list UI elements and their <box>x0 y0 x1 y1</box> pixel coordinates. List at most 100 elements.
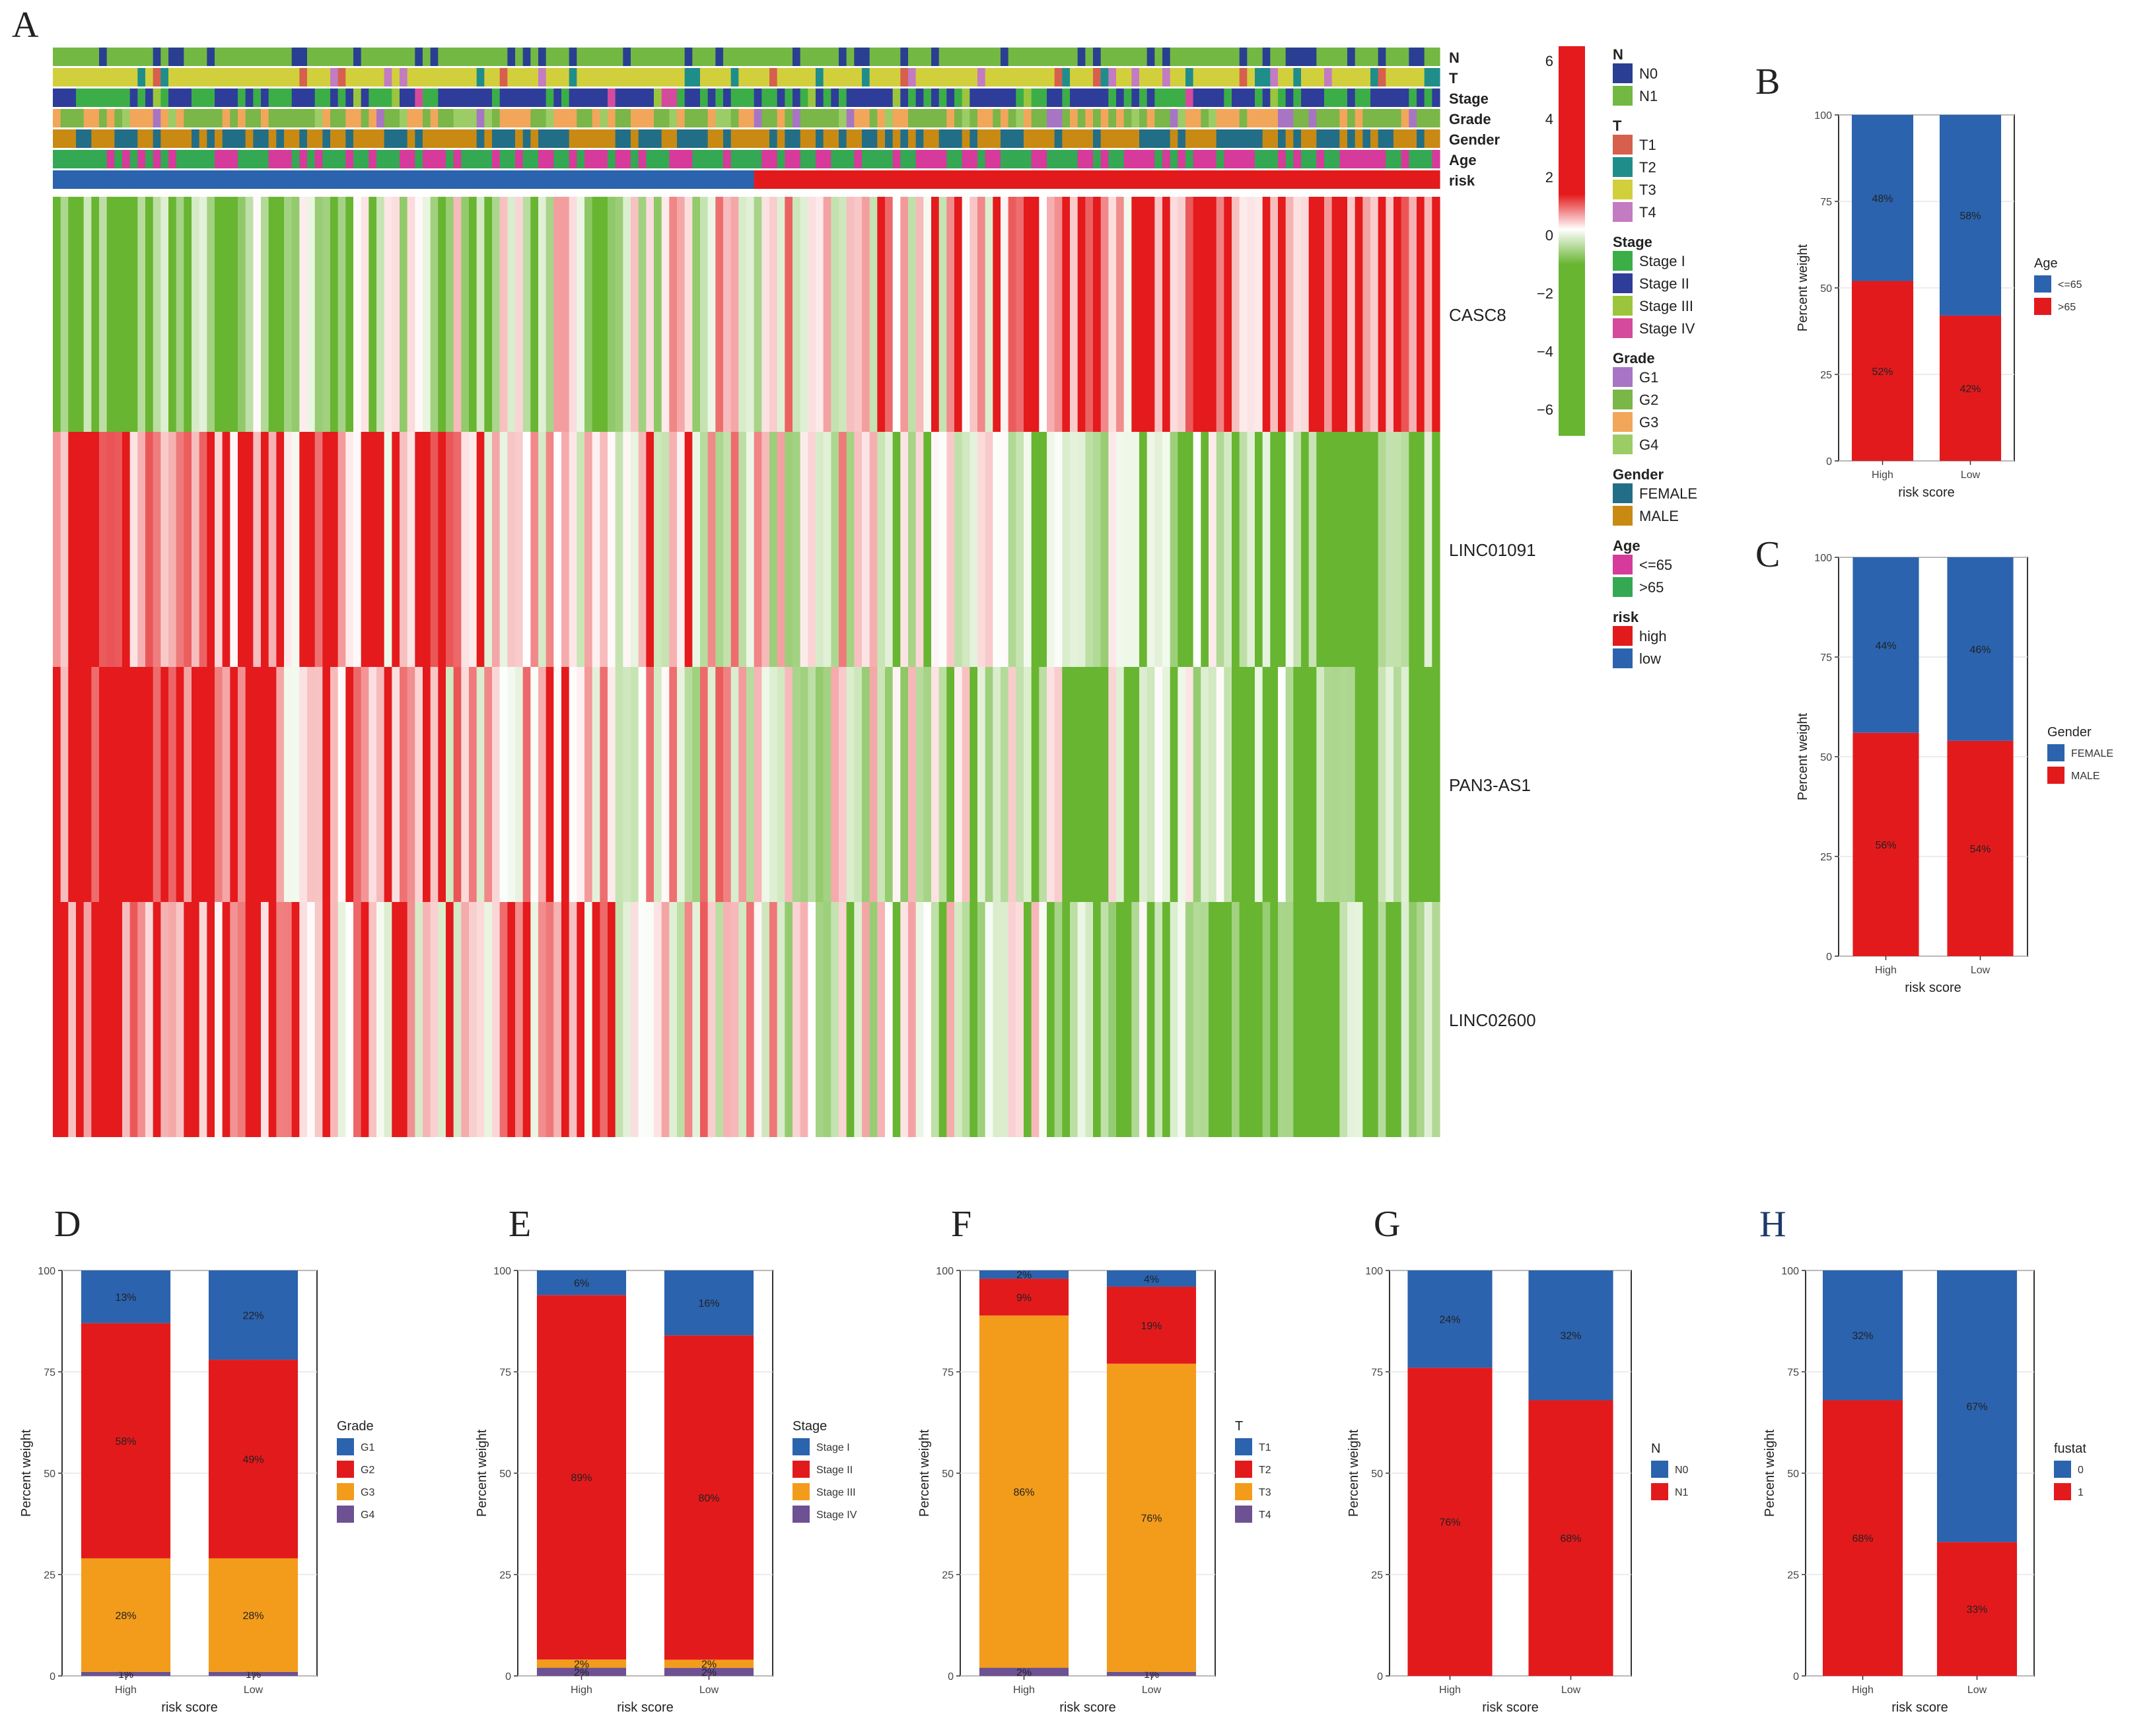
heatmap-cell <box>515 902 524 1137</box>
heatmap-cell <box>1386 902 1394 1137</box>
annotation-cell <box>353 109 362 127</box>
legend-label: N0 <box>1675 1465 1689 1476</box>
annotation-cell <box>307 68 316 87</box>
heatmap-cell <box>923 432 932 667</box>
annotation-cell <box>1301 170 1310 189</box>
annotation-cell <box>207 170 215 189</box>
annotation-cell <box>977 68 986 87</box>
heatmap-cell <box>1116 902 1125 1137</box>
annotation-cell <box>900 68 909 87</box>
heatmap-cell <box>908 432 917 667</box>
legend-label: >65 <box>2058 302 2076 313</box>
annotation-cell <box>469 109 477 127</box>
annotation-cell <box>1386 170 1394 189</box>
annotation-cell <box>299 129 308 148</box>
heatmap-cell <box>707 902 716 1137</box>
annotation-cell <box>192 150 200 168</box>
heatmap-cell <box>423 902 431 1137</box>
annotation-cell <box>1108 88 1117 107</box>
heatmap-cell <box>1100 667 1109 902</box>
bar-value-label: 19% <box>1141 1321 1162 1332</box>
legend-swatch <box>2054 1461 2071 1478</box>
annotation-cell <box>993 48 1001 66</box>
heatmap-cell <box>684 902 693 1137</box>
legend-swatch <box>1613 135 1633 155</box>
heatmap-cell <box>631 667 639 902</box>
annotation-cell <box>654 170 662 189</box>
heatmap-cell <box>700 667 709 902</box>
heatmap-cell <box>1278 197 1287 432</box>
heatmap-cell <box>1270 197 1279 432</box>
annotation-cell <box>723 48 732 66</box>
bar-segment <box>664 1659 754 1668</box>
annotation-cell <box>1162 88 1171 107</box>
heatmap-cell <box>823 667 831 902</box>
annotation-cell <box>1409 129 1417 148</box>
heatmap-cell <box>885 197 894 432</box>
heatmap-cell <box>631 902 639 1137</box>
heatmap-cell <box>1401 902 1409 1137</box>
heatmap-cell <box>1424 667 1432 902</box>
heatmap-cell <box>738 197 747 432</box>
annotation-cell <box>268 88 277 107</box>
annotation-cell <box>677 109 686 127</box>
heatmap-cell <box>392 902 400 1137</box>
annotation-cell <box>816 68 824 87</box>
annotation-cell <box>1062 150 1071 168</box>
annotation-cell <box>892 109 901 127</box>
annotation-cell <box>831 170 839 189</box>
heatmap-cell <box>1285 197 1294 432</box>
annotation-cell <box>184 129 192 148</box>
legend-swatch <box>793 1461 810 1478</box>
heatmap-cell <box>1170 902 1178 1137</box>
annotation-cell <box>730 68 739 87</box>
annotation-cell <box>291 68 300 87</box>
legend-label: N1 <box>1639 88 1658 104</box>
heatmap-cell <box>453 197 462 432</box>
heatmap-cell <box>184 667 192 902</box>
annotation-cell <box>1209 109 1217 127</box>
annotation-cell <box>1216 88 1224 107</box>
heatmap-cell <box>415 197 423 432</box>
heatmap-cell <box>199 432 207 667</box>
y-tick-label: 25 <box>1371 1570 1383 1581</box>
heatmap-cell <box>245 667 254 902</box>
heatmap-cell <box>345 197 354 432</box>
annotation-cell <box>577 170 585 189</box>
annotation-cell <box>446 170 454 189</box>
bar-value-label: 32% <box>1560 1331 1581 1342</box>
annotation-cell <box>831 68 839 87</box>
annotation-cell <box>122 150 131 168</box>
annotation-cell <box>1293 48 1302 66</box>
annotation-cell <box>862 150 870 168</box>
annotation-cell <box>106 150 115 168</box>
bar-value-label: 22% <box>242 1311 264 1322</box>
annotation-cell <box>376 150 385 168</box>
heatmap-cell <box>1209 667 1217 902</box>
heatmap-cell <box>1278 432 1287 667</box>
annotation-cell <box>1001 68 1009 87</box>
annotation-cell <box>754 170 762 189</box>
heatmap-cell <box>946 197 955 432</box>
annotation-cell <box>1031 48 1040 66</box>
annotation-cell <box>1378 68 1386 87</box>
annotation-cell <box>68 109 77 127</box>
annotation-cell <box>1401 88 1409 107</box>
annotation-cell <box>238 109 246 127</box>
annotation-cell <box>869 48 878 66</box>
annotation-cell <box>307 129 316 148</box>
heatmap-cell <box>168 432 177 667</box>
annotation-cell <box>839 170 847 189</box>
heatmap-cell <box>1185 432 1194 667</box>
y-tick-label: 100 <box>1814 553 1832 564</box>
annotation-cell <box>777 88 785 107</box>
annotation-cell <box>1370 129 1379 148</box>
heatmap-cell <box>314 667 323 902</box>
heatmap-cell <box>1339 197 1348 432</box>
heatmap-cell <box>291 432 300 667</box>
annotation-cell <box>1039 150 1047 168</box>
annotation-cell <box>1054 150 1063 168</box>
annotation-cell <box>230 48 238 66</box>
annotation-cell <box>1278 88 1287 107</box>
heatmap-cell <box>1085 902 1094 1137</box>
